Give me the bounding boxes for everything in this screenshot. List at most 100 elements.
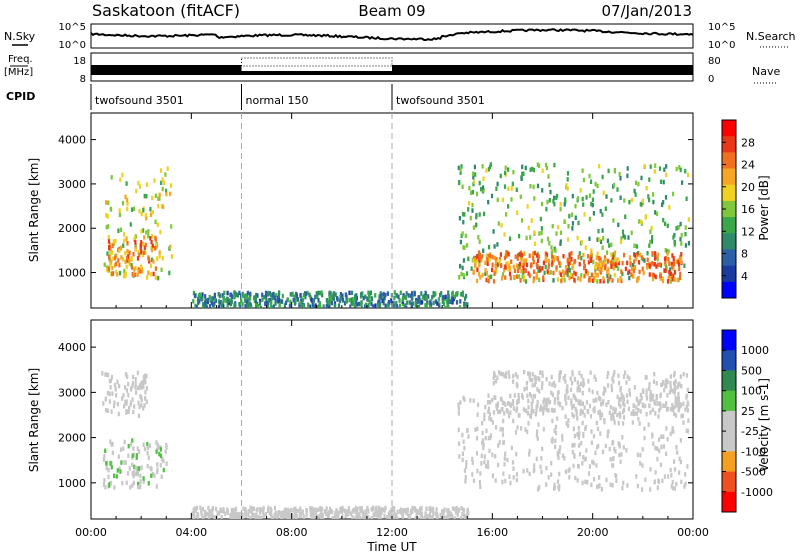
y-tick-label: 4000 — [58, 341, 86, 354]
data-cell — [358, 516, 361, 519]
data-cell — [119, 447, 123, 452]
data-cell — [651, 251, 654, 256]
data-cell — [345, 299, 348, 304]
data-cell — [379, 293, 382, 299]
data-cell — [612, 456, 615, 461]
data-cell — [639, 409, 642, 414]
data-cell — [157, 275, 160, 281]
data-cell — [377, 516, 380, 519]
data-cell — [109, 206, 112, 212]
data-cell — [123, 439, 126, 445]
data-cell — [582, 177, 585, 183]
data-cell — [235, 292, 238, 297]
data-cell — [640, 219, 643, 224]
data-cell — [128, 258, 131, 264]
data-cell — [136, 370, 139, 376]
data-cell — [151, 243, 154, 249]
data-cell — [455, 300, 459, 305]
data-cell — [563, 374, 567, 379]
data-cell — [550, 407, 553, 413]
data-cell — [532, 278, 535, 284]
data-cell — [420, 515, 423, 519]
data-cell — [115, 269, 118, 275]
data-cell — [472, 181, 475, 187]
data-cell — [539, 407, 542, 412]
data-cell — [510, 259, 513, 264]
data-cell — [537, 422, 540, 427]
data-cell — [389, 514, 393, 519]
colorbar-swatch — [722, 431, 736, 452]
data-cell — [196, 299, 200, 304]
data-cell — [515, 408, 518, 413]
data-cell — [585, 448, 588, 453]
data-cell — [613, 370, 616, 375]
data-cell — [557, 455, 560, 460]
data-cell — [491, 420, 494, 425]
data-cell — [366, 297, 369, 302]
data-cell — [360, 305, 363, 308]
data-cell — [658, 166, 662, 171]
data-cell — [277, 514, 280, 519]
data-cell — [378, 505, 381, 511]
data-cell — [522, 270, 525, 275]
data-cell — [641, 198, 644, 204]
data-cell — [525, 258, 528, 263]
data-cell — [339, 506, 342, 512]
data-cell — [652, 192, 655, 197]
data-cell — [666, 379, 669, 385]
data-cell — [672, 266, 675, 271]
data-cell — [112, 239, 115, 244]
data-cell — [230, 510, 234, 515]
data-cell — [432, 506, 435, 512]
data-cell — [130, 207, 134, 212]
data-cell — [525, 380, 528, 386]
data-cell — [606, 269, 609, 274]
data-cell — [560, 272, 563, 277]
data-cell — [572, 403, 576, 409]
data-cell — [569, 387, 573, 392]
data-cell — [639, 461, 642, 466]
data-cell — [165, 191, 168, 197]
nave-label: Nave — [752, 65, 780, 78]
data-cell — [650, 225, 653, 231]
data-cell — [588, 173, 591, 179]
data-cell — [410, 303, 413, 308]
data-cell — [521, 164, 524, 170]
freq-bars — [91, 57, 693, 75]
data-cell — [142, 442, 145, 447]
data-cell — [642, 389, 645, 395]
data-cell — [447, 299, 450, 305]
data-cell — [636, 278, 639, 284]
data-cell — [439, 512, 442, 518]
data-cell — [285, 507, 288, 512]
data-cell — [618, 380, 621, 386]
data-cell — [687, 217, 690, 222]
data-cell — [315, 507, 318, 513]
data-cell — [585, 269, 588, 274]
data-cell — [464, 296, 467, 301]
data-cell — [536, 399, 539, 405]
data-cell — [548, 240, 551, 246]
data-cell — [485, 168, 488, 173]
data-cell — [613, 272, 616, 278]
data-cell — [318, 301, 322, 306]
data-cell — [655, 264, 658, 269]
data-cell — [429, 305, 432, 308]
data-cell — [603, 418, 606, 423]
x-tick-label: 04:00 — [175, 526, 207, 539]
data-cell — [667, 406, 670, 411]
data-cell — [348, 297, 351, 303]
data-cell — [213, 301, 216, 306]
data-cell — [484, 435, 487, 441]
data-cell — [592, 434, 596, 439]
data-cell — [266, 292, 270, 297]
data-cell — [332, 296, 335, 301]
data-cell — [368, 299, 371, 305]
data-cell — [663, 388, 666, 393]
data-cell — [547, 174, 550, 179]
data-cell — [607, 278, 610, 284]
data-cell — [602, 399, 605, 404]
data-cell — [576, 386, 579, 391]
data-cell — [159, 229, 162, 235]
data-cell — [117, 454, 120, 459]
